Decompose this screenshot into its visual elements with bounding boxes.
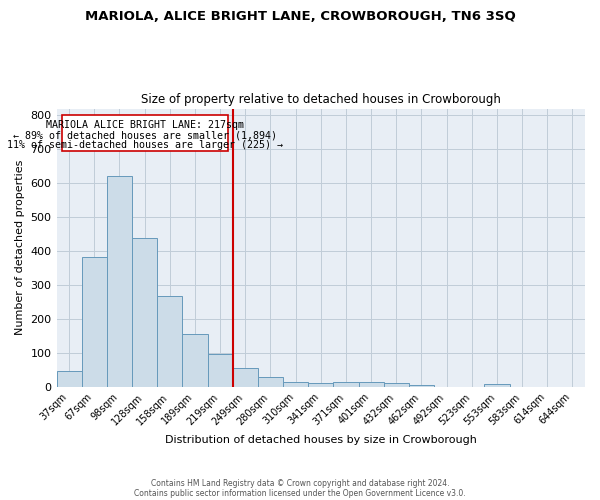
Bar [334, 382, 359, 387]
Bar [383, 384, 409, 387]
Bar [132, 238, 157, 387]
Bar [308, 384, 334, 387]
Bar [157, 296, 182, 387]
Bar [82, 257, 107, 387]
Bar [484, 384, 509, 387]
Title: Size of property relative to detached houses in Crowborough: Size of property relative to detached ho… [141, 93, 501, 106]
Bar [208, 354, 233, 387]
Text: ← 89% of detached houses are smaller (1,894): ← 89% of detached houses are smaller (1,… [13, 130, 277, 140]
Bar [283, 382, 308, 387]
Bar [409, 384, 434, 387]
Text: MARIOLA ALICE BRIGHT LANE: 217sqm: MARIOLA ALICE BRIGHT LANE: 217sqm [46, 120, 244, 130]
Bar [258, 376, 283, 387]
Bar [233, 368, 258, 387]
Text: Contains public sector information licensed under the Open Government Licence v3: Contains public sector information licen… [134, 488, 466, 498]
Text: Contains HM Land Registry data © Crown copyright and database right 2024.: Contains HM Land Registry data © Crown c… [151, 478, 449, 488]
Bar [56, 371, 82, 387]
X-axis label: Distribution of detached houses by size in Crowborough: Distribution of detached houses by size … [165, 435, 477, 445]
Bar [359, 382, 383, 387]
Bar [182, 334, 208, 387]
Bar [107, 176, 132, 387]
Text: MARIOLA, ALICE BRIGHT LANE, CROWBOROUGH, TN6 3SQ: MARIOLA, ALICE BRIGHT LANE, CROWBOROUGH,… [85, 10, 515, 23]
Text: 11% of semi-detached houses are larger (225) →: 11% of semi-detached houses are larger (… [7, 140, 283, 150]
Y-axis label: Number of detached properties: Number of detached properties [15, 160, 25, 336]
FancyBboxPatch shape [62, 116, 227, 151]
